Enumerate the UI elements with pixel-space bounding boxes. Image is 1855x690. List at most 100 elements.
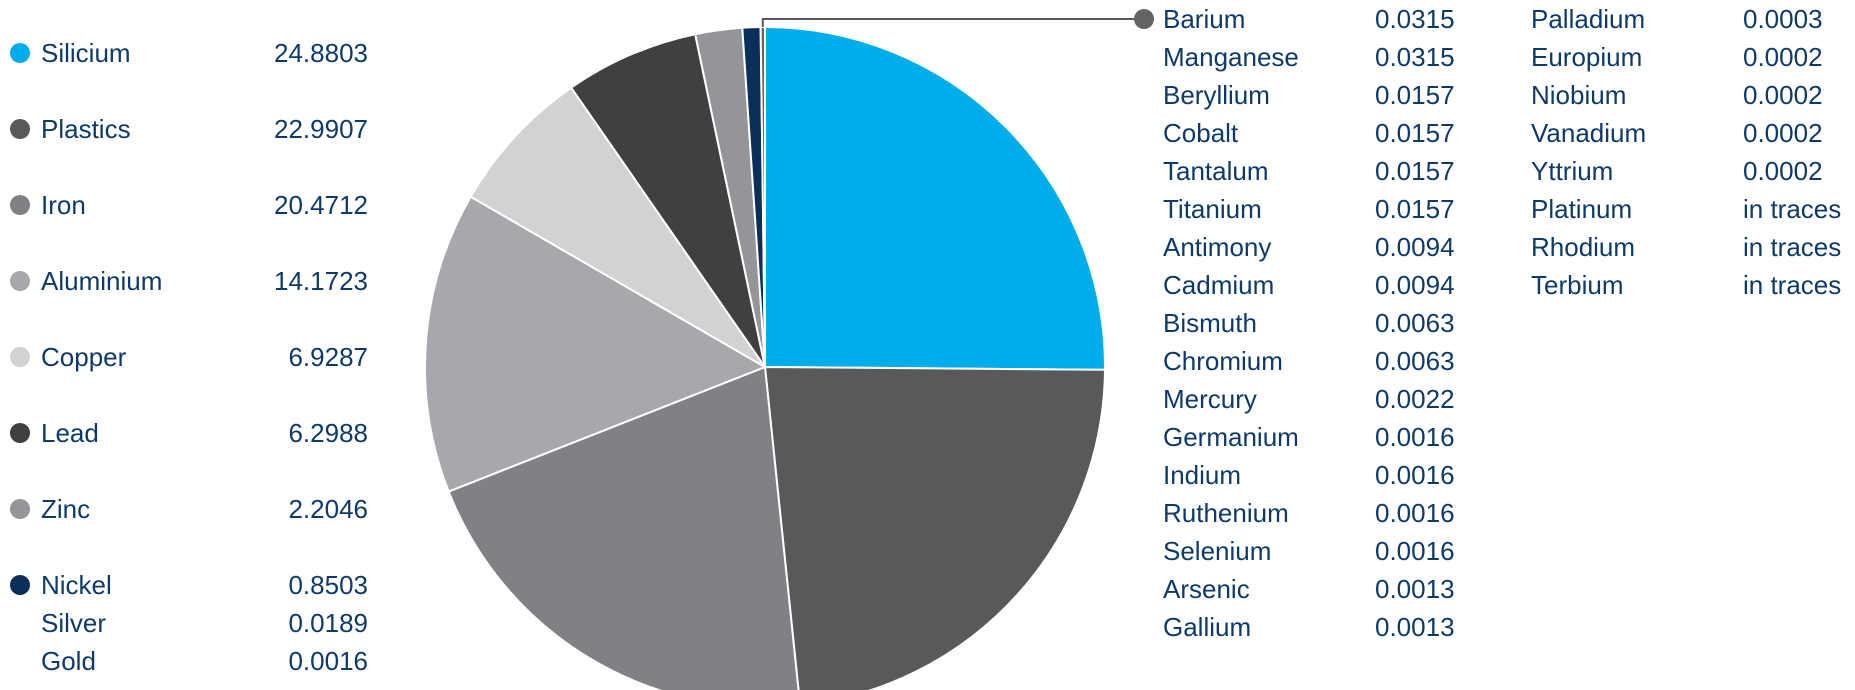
other-label: Selenium — [1163, 536, 1272, 566]
legend-item-zinc: Zinc 2.2046 — [10, 490, 370, 528]
legend-item-lead: Lead 6.2988 — [10, 414, 370, 452]
legend-label: Zinc — [41, 494, 91, 524]
other-value: 0.0016 — [1375, 536, 1455, 566]
legend-swatch-iron — [10, 195, 30, 215]
other-value: 0.0002 — [1743, 118, 1823, 148]
other-value: 0.0016 — [1375, 422, 1455, 452]
other-value: 0.0002 — [1743, 156, 1823, 186]
other-value: 0.0063 — [1375, 346, 1455, 376]
legend-label: Gold — [41, 646, 96, 676]
other-value: 0.0094 — [1375, 232, 1455, 262]
legend-left: Silicium 24.8803 Plastics 22.9907 Iron 20.471… — [10, 34, 370, 680]
legend-label: Lead — [41, 418, 99, 448]
legend-item-iron: Iron 20.4712 — [10, 186, 370, 224]
other-label: Ruthenium — [1163, 498, 1289, 528]
other-value: in traces — [1743, 232, 1842, 262]
other-label: Terbium — [1531, 270, 1624, 300]
legend-item-gold: Gold 0.0016 — [10, 642, 370, 680]
legend-value: 0.0189 — [288, 608, 368, 638]
pie-slice-silicium — [764, 25, 1106, 371]
legend-value: 6.9287 — [288, 342, 368, 372]
other-label: Germanium — [1163, 422, 1299, 452]
legend-item-silver: Silver 0.0189 — [10, 604, 370, 642]
other-value: 0.0157 — [1375, 80, 1455, 110]
other-value: 0.0157 — [1375, 156, 1455, 186]
pie-slice-aluminium — [424, 195, 768, 493]
other-label: Cobalt — [1163, 118, 1239, 148]
other-value: 0.0013 — [1375, 574, 1455, 604]
legend-value: 6.2988 — [288, 418, 368, 448]
leader-dot — [1134, 9, 1154, 29]
pie-slices — [424, 25, 1106, 690]
other-label: Palladium — [1531, 4, 1646, 34]
legend-label: Silicium — [41, 38, 131, 68]
legend-value: 0.0016 — [288, 646, 368, 676]
pie-slice-lead — [569, 33, 766, 368]
other-label: Tantalum — [1163, 156, 1269, 186]
legend-label: Aluminium — [41, 266, 163, 296]
other-label: Chromium — [1163, 346, 1283, 376]
legend-value: 2.2046 — [288, 494, 368, 524]
legend-item-aluminium: Aluminium 14.1723 — [10, 262, 370, 300]
other-value: 0.0022 — [1375, 384, 1455, 414]
other-label: Titanium — [1163, 194, 1262, 224]
other-label: Niobium — [1531, 80, 1627, 110]
other-leader-line — [761, 9, 1154, 29]
legend-label: Nickel — [41, 570, 112, 600]
pie-slice-copper — [469, 86, 766, 368]
legend-value: 14.1723 — [274, 266, 368, 296]
other-label: Rhodium — [1531, 232, 1636, 262]
other-label: Arsenic — [1163, 574, 1250, 604]
other-label: Yttrium — [1531, 156, 1614, 186]
legend-value: 22.9907 — [274, 114, 368, 144]
legend-item-nickel: Nickel 0.8503 — [10, 566, 370, 604]
other-value: 0.0157 — [1375, 118, 1455, 148]
other-value: 0.0016 — [1375, 460, 1455, 490]
other-label: Vanadium — [1531, 118, 1647, 148]
legend-label: Silver — [41, 608, 107, 638]
other-label: Beryllium — [1163, 80, 1270, 110]
other-value: 0.0013 — [1375, 612, 1455, 642]
other-value: 0.0157 — [1375, 194, 1455, 224]
other-value: 0.0003 — [1743, 4, 1823, 34]
legend-value: 0.8503 — [288, 570, 368, 600]
other-value: 0.0315 — [1375, 42, 1455, 72]
legend-swatch-aluminium — [10, 271, 30, 291]
legend-swatch-silicium — [10, 43, 30, 63]
legend-swatch-lead — [10, 423, 30, 443]
leader-line — [761, 18, 1142, 27]
other-value: 0.0094 — [1375, 270, 1455, 300]
legend-item-copper: Copper 6.9287 — [10, 338, 370, 376]
other-value: 0.0016 — [1375, 498, 1455, 528]
other-label: Platinum — [1531, 194, 1633, 224]
other-label: Indium — [1163, 460, 1242, 490]
other-value: 0.0002 — [1743, 42, 1823, 72]
pie-slice-iron — [447, 365, 800, 690]
other-value: 0.0063 — [1375, 308, 1455, 338]
legend-value: 20.4712 — [274, 190, 368, 220]
legend-value: 24.8803 — [274, 38, 368, 68]
other-label: Bismuth — [1163, 308, 1257, 338]
pie-slice-plastics — [763, 365, 1106, 690]
legend-label: Copper — [41, 342, 127, 372]
legend-swatch-zinc — [10, 499, 30, 519]
other-label: Cadmium — [1163, 270, 1275, 300]
legend-label: Plastics — [41, 114, 131, 144]
other-label: Barium — [1163, 4, 1246, 34]
other-label: Manganese — [1163, 42, 1299, 72]
other-label: Europium — [1531, 42, 1643, 72]
other-value: in traces — [1743, 194, 1842, 224]
legend-swatch-plastics — [10, 119, 30, 139]
other-label: Mercury — [1163, 384, 1257, 414]
other-value: in traces — [1743, 270, 1842, 300]
legend-item-plastics: Plastics 22.9907 — [10, 110, 370, 148]
legend-item-silicium: Silicium 24.8803 — [10, 34, 370, 72]
other-value: 0.0002 — [1743, 80, 1823, 110]
legend-swatch-copper — [10, 347, 30, 367]
legend-swatch-nickel — [10, 575, 30, 595]
legend-label: Iron — [41, 190, 86, 220]
other-label: Antimony — [1163, 232, 1272, 262]
other-value: 0.0315 — [1375, 4, 1455, 34]
pie-slice-other — [759, 25, 766, 368]
